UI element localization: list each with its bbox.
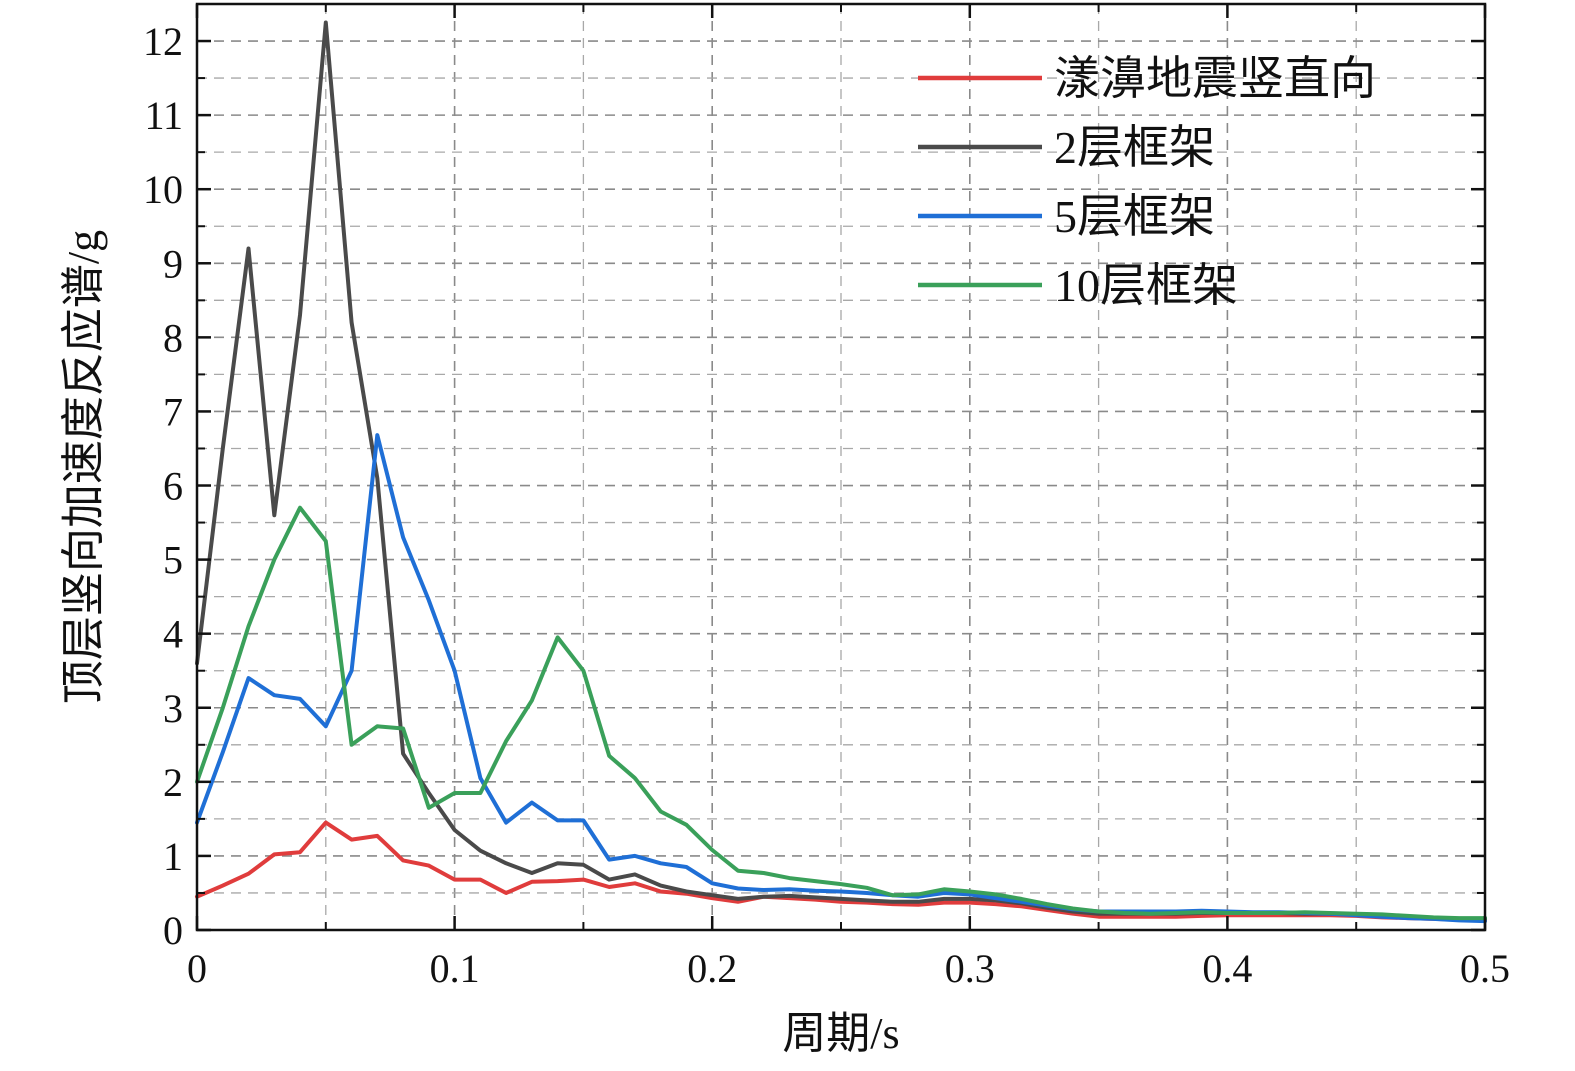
x-tick-label: 0.4 — [1202, 946, 1252, 991]
y-tick-label: 4 — [163, 612, 183, 657]
series-line-1 — [195, 820, 1487, 923]
tick-layer — [195, 4, 1487, 932]
legend-label-1: 漾濞地震竖直向 — [1054, 53, 1376, 104]
y-tick-label: 6 — [163, 464, 183, 509]
y-axis-title: 顶层竖向加速度反应谱/g — [59, 230, 108, 704]
legend-label-3: 5层框架 — [1054, 191, 1215, 242]
y-tick-label: 1 — [163, 834, 183, 879]
y-tick-label: 5 — [163, 538, 183, 583]
series-layer — [195, 20, 1487, 924]
y-tick-label: 9 — [163, 241, 183, 286]
grid-layer — [197, 4, 1485, 930]
y-tick-label: 3 — [163, 686, 183, 731]
x-axis-title: 周期/s — [782, 1009, 899, 1058]
series-line-4 — [195, 505, 1487, 921]
x-tick-label: 0.1 — [430, 946, 480, 991]
legend-label-4: 10层框架 — [1054, 260, 1238, 311]
y-tick-label: 7 — [163, 389, 183, 434]
legend-label-2: 2层框架 — [1054, 122, 1215, 173]
x-tick-label: 0 — [187, 946, 207, 991]
x-tick-label: 0.2 — [687, 946, 737, 991]
legend: 漾濞地震竖直向 2层框架 5层框架 10层框架 — [918, 53, 1376, 311]
x-tick-label: 0.5 — [1460, 946, 1510, 991]
y-tick-label: 10 — [143, 167, 183, 212]
y-tick-label: 12 — [143, 19, 183, 64]
y-tick-label: 11 — [144, 93, 183, 138]
y-tick-label: 8 — [163, 315, 183, 360]
x-tick-label: 0.3 — [945, 946, 995, 991]
y-tick-label: 0 — [163, 908, 183, 953]
y-tick-label: 2 — [163, 760, 183, 805]
